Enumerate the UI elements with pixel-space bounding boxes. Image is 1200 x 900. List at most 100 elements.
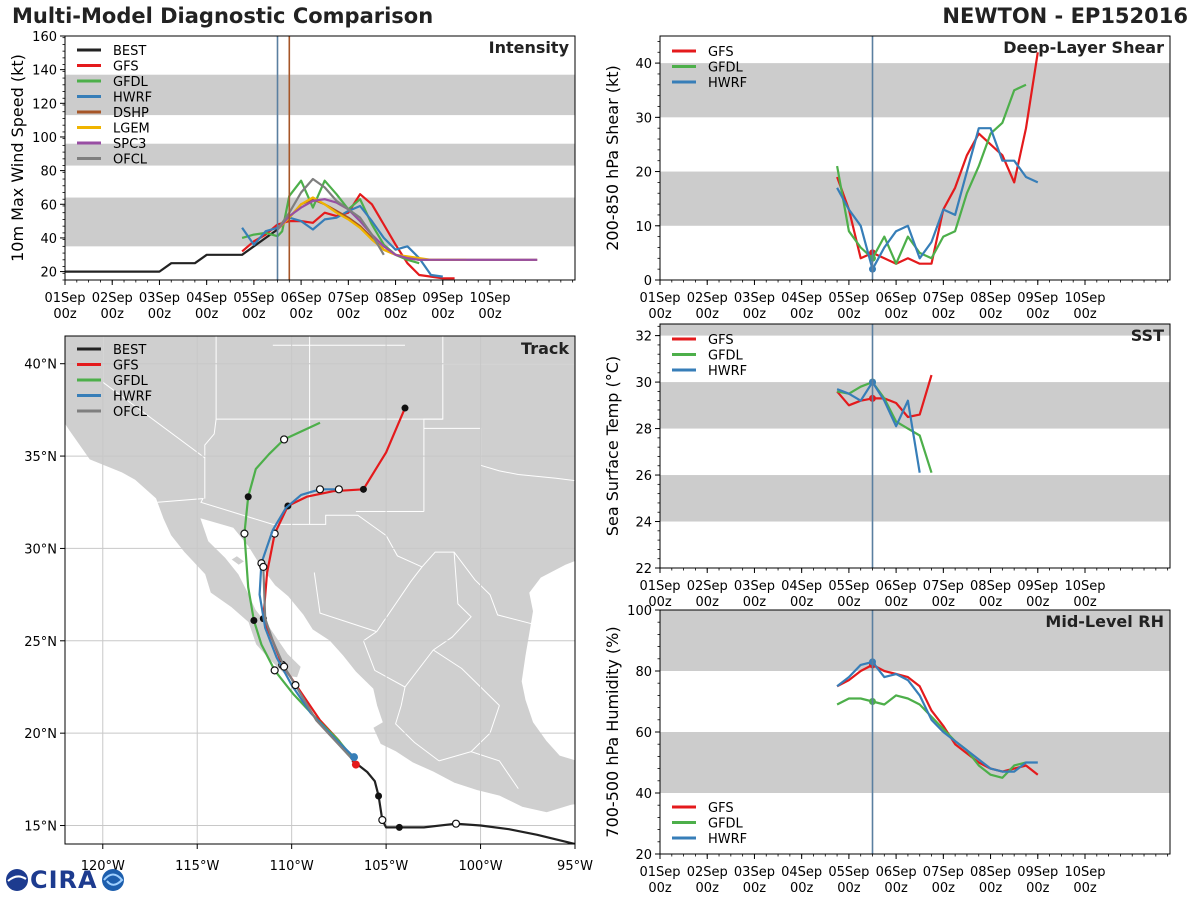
sst-panel: 22242628303201Sep00z02Sep00z03Sep00z04Se…	[603, 323, 1171, 610]
shear-xtick-label: 00z	[1073, 307, 1097, 322]
sst-xtick-label: 02Sep	[687, 579, 728, 594]
intensity-xtick-label: 00z	[53, 307, 77, 322]
shear-xtick-label: 00z	[648, 307, 672, 322]
shear-series-hwrf	[836, 127, 1039, 271]
sst-xtick-label: 00z	[743, 595, 767, 610]
rh-band	[660, 610, 1170, 671]
intensity-ytick-label: 60	[40, 198, 57, 213]
sst-xtick-label: 09Sep	[1017, 579, 1058, 594]
rh-xtick-label: 05Sep	[828, 865, 869, 880]
rh-xtick-label: 00z	[648, 881, 672, 896]
shear-xtick-label: 05Sep	[828, 291, 869, 306]
rh-xtick-label: 00z	[932, 881, 956, 896]
sst-xtick-label: 00z	[1073, 595, 1097, 610]
track-point-open-hwrf	[315, 485, 325, 494]
sst-ytick-label: 24	[635, 516, 652, 531]
rh-xtick-label: 06Sep	[876, 865, 917, 880]
track-line-gfs	[262, 407, 407, 766]
intensity-legend-label-dshp: DSHP	[113, 106, 149, 121]
rh-ytick-label: 80	[635, 665, 652, 680]
track-title: Track	[521, 339, 569, 358]
track-point-open-best	[451, 819, 461, 828]
intensity-frame	[64, 35, 576, 281]
intensity-xtick-label: 09Sep	[422, 291, 463, 306]
track-border	[423, 336, 444, 512]
cira-globe-icon	[6, 869, 28, 891]
track-current-hwrf	[350, 753, 358, 762]
track-current-gfs	[351, 760, 360, 769]
rh-xtick-label: 00z	[790, 881, 814, 896]
track-border	[362, 631, 406, 688]
sst-ytick-label: 30	[635, 376, 652, 391]
sst-xtick-label: 00z	[979, 595, 1003, 610]
track-legend-label-best: BEST	[113, 343, 146, 358]
track-point-open-best	[378, 815, 387, 825]
rh-ytick-label: 20	[635, 848, 652, 863]
intensity-ylabel: 10m Max Wind Speed (kt)	[8, 54, 27, 262]
intensity-legend-label-spc3: SPC3	[113, 137, 146, 152]
intensity-series-spc3	[276, 198, 538, 261]
intensity-band	[65, 143, 575, 166]
sst-band	[660, 382, 1170, 429]
intensity-legend-label-gfdl: GFDL	[113, 75, 149, 90]
track-border	[433, 552, 472, 651]
rh-xtick-label: 08Sep	[970, 865, 1011, 880]
intensity-series-best	[65, 228, 279, 273]
rh-xtick-label: 01Sep	[639, 865, 680, 880]
cira-logo: CIRA	[4, 866, 128, 894]
shear-ytick-label: 40	[635, 57, 652, 72]
rh-xtick-label: 00z	[1073, 881, 1097, 896]
track-point-open-ofcl	[280, 662, 289, 671]
intensity-xtick-label: 00z	[478, 307, 502, 322]
sst-xtick-label: 10Sep	[1064, 579, 1105, 594]
track-point-filled-gfdl	[244, 493, 252, 501]
track-land	[65, 336, 575, 814]
track-island	[230, 555, 245, 566]
track-xtick-label: 115°W	[175, 859, 219, 874]
track-line-ofcl	[262, 566, 353, 760]
rh-xtick-label: 00z	[743, 881, 767, 896]
intensity-band	[65, 74, 575, 116]
rh-xtick-label: 10Sep	[1064, 865, 1105, 880]
shear-legend-label-hwrf: HWRF	[708, 76, 747, 91]
shear-xtick-label: 00z	[743, 307, 767, 322]
track-border	[157, 498, 534, 625]
intensity-xtick-label: 05Sep	[233, 291, 274, 306]
track-legend-label-gfdl: GFDL	[113, 374, 149, 389]
sst-xtick-label: 05Sep	[828, 579, 869, 594]
track-panel: 120°W 115°W 110°W 105°W 100°W 95°W15°N20°N25°…	[24, 335, 593, 874]
intensity-xtick-label: 02Sep	[92, 291, 133, 306]
sst-legend-label-gfdl: GFDL	[708, 349, 744, 364]
sst-ytick-label: 28	[635, 423, 652, 438]
shear-legend-label-gfs: GFS	[708, 45, 734, 60]
track-ytick-label: 40°N	[24, 358, 57, 373]
sst-title: SST	[1131, 326, 1164, 345]
shear-xtick-label: 10Sep	[1064, 291, 1105, 306]
intensity-xtick-label: 08Sep	[375, 291, 416, 306]
track-point-open-gfdl	[240, 529, 249, 538]
track-frame	[64, 335, 576, 845]
rh-xtick-label: 00z	[837, 881, 861, 896]
track-legend-label-ofcl: OFCL	[113, 405, 148, 420]
rh-ytick-label: 60	[635, 726, 652, 741]
sst-series-gfdl	[836, 381, 933, 474]
intensity-band	[65, 197, 575, 247]
sst-xtick-label: 00z	[837, 595, 861, 610]
shear-ytick-label: 0	[644, 274, 652, 289]
intensity-legend-label-hwrf: HWRF	[113, 91, 152, 106]
intensity-xtick-label: 07Sep	[328, 291, 369, 306]
rh-series-gfdl	[836, 694, 1027, 779]
sst-xtick-label: 00z	[1026, 595, 1050, 610]
track-point-open-ofcl	[291, 681, 300, 690]
track-xtick-label: 95°W	[557, 859, 593, 874]
shear-xtick-label: 06Sep	[876, 291, 917, 306]
shear-panel: 01020304001Sep00z02Sep00z03Sep00z04Sep00…	[603, 35, 1171, 322]
track-ytick-label: 20°N	[24, 727, 57, 742]
intensity-xtick-label: 00z	[148, 307, 172, 322]
intensity-xtick-label: 00z	[337, 307, 361, 322]
rh-plot-area	[836, 658, 1039, 779]
intensity-legend-label-best: BEST	[113, 44, 146, 59]
cira-swirl-icon	[101, 869, 124, 891]
shear-xtick-label: 00z	[837, 307, 861, 322]
